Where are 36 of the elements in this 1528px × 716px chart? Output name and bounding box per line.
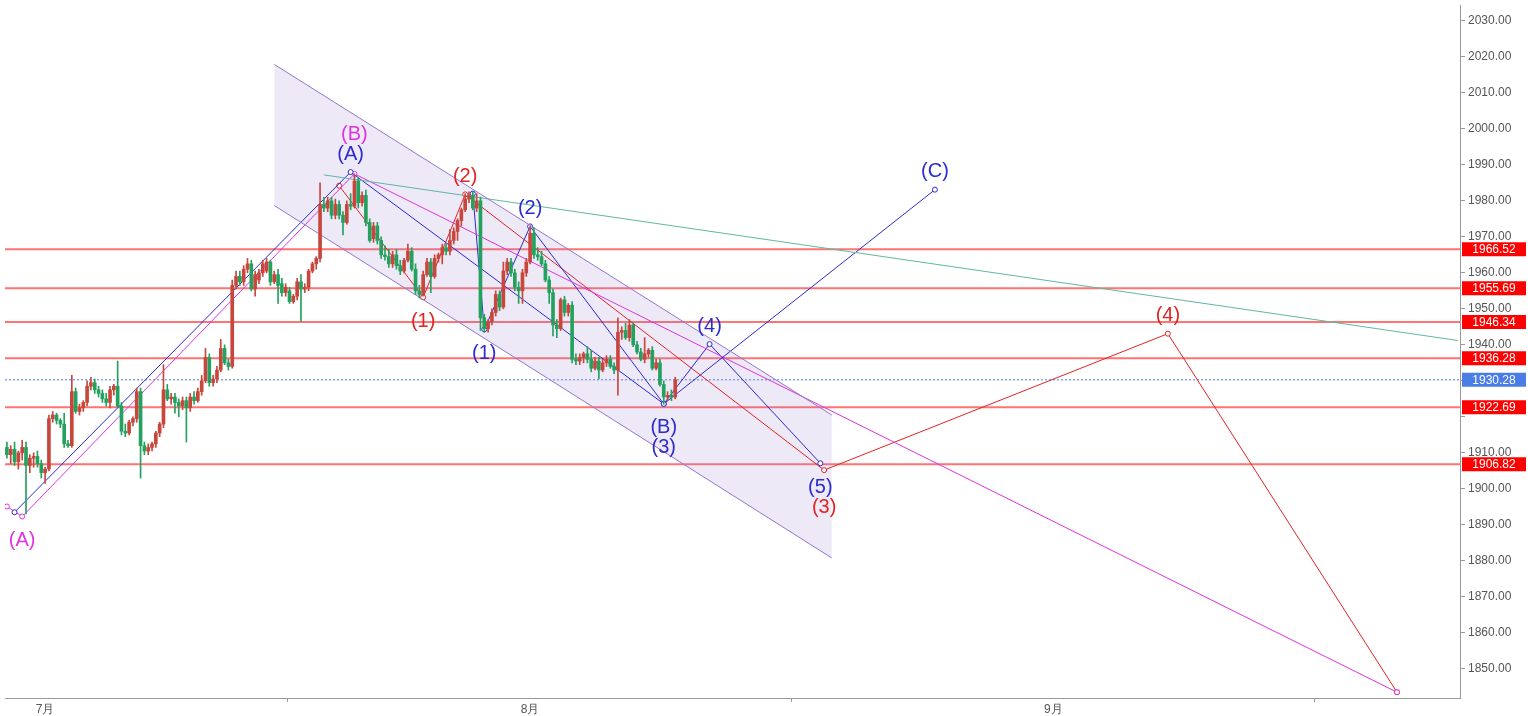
y-tick-label: 1910.00 — [1468, 445, 1512, 460]
y-tick-label: 1980.00 — [1468, 193, 1512, 208]
x-tick-label: 7月 — [35, 701, 55, 716]
x-tick-label: 8月 — [520, 701, 540, 716]
y-tick-label: 1850.00 — [1468, 661, 1512, 676]
annotation: (1) — [472, 340, 497, 363]
y-tick-label: 2000.00 — [1468, 121, 1512, 136]
annotation: (B) — [650, 415, 678, 438]
y-tick-label: 1860.00 — [1468, 625, 1512, 640]
y-tick-label: 1990.00 — [1468, 157, 1512, 172]
annotation: (5) — [808, 474, 833, 497]
annotation: (C) — [921, 159, 949, 182]
ref-line-label: 1955.69 — [1472, 281, 1517, 296]
annotation: (4) — [1155, 303, 1181, 326]
y-tick-label: 2030.00 — [1468, 13, 1512, 28]
annotation: (B) — [341, 121, 368, 144]
y-tick-label: 1880.00 — [1468, 553, 1512, 568]
y-tick-label: 1890.00 — [1468, 517, 1512, 532]
y-tick-label: 2020.00 — [1468, 49, 1512, 64]
ref-line-label: 1906.82 — [1472, 457, 1517, 472]
y-tick-label: 1950.00 — [1468, 301, 1512, 316]
y-tick-label: 2010.00 — [1468, 85, 1512, 100]
ref-line-label: 1936.28 — [1472, 351, 1517, 366]
x-tick-label: 9月 — [1043, 701, 1063, 716]
y-tick-label: 1940.00 — [1468, 337, 1512, 352]
y-tick-label: 1870.00 — [1468, 589, 1512, 604]
ref-line-label: 1930.28 — [1472, 372, 1517, 387]
ref-line-label: 1966.52 — [1472, 242, 1517, 257]
y-tick-label: 1960.00 — [1468, 265, 1512, 280]
y-tick-label: 1970.00 — [1468, 229, 1512, 244]
ref-line-label: 1946.34 — [1472, 314, 1517, 329]
ref-line-label: 1922.69 — [1472, 399, 1517, 414]
y-tick-label: 1900.00 — [1468, 481, 1512, 496]
annotation: (2) — [452, 163, 478, 186]
annotation: (A) — [8, 528, 36, 551]
annotation: (2) — [517, 195, 543, 218]
